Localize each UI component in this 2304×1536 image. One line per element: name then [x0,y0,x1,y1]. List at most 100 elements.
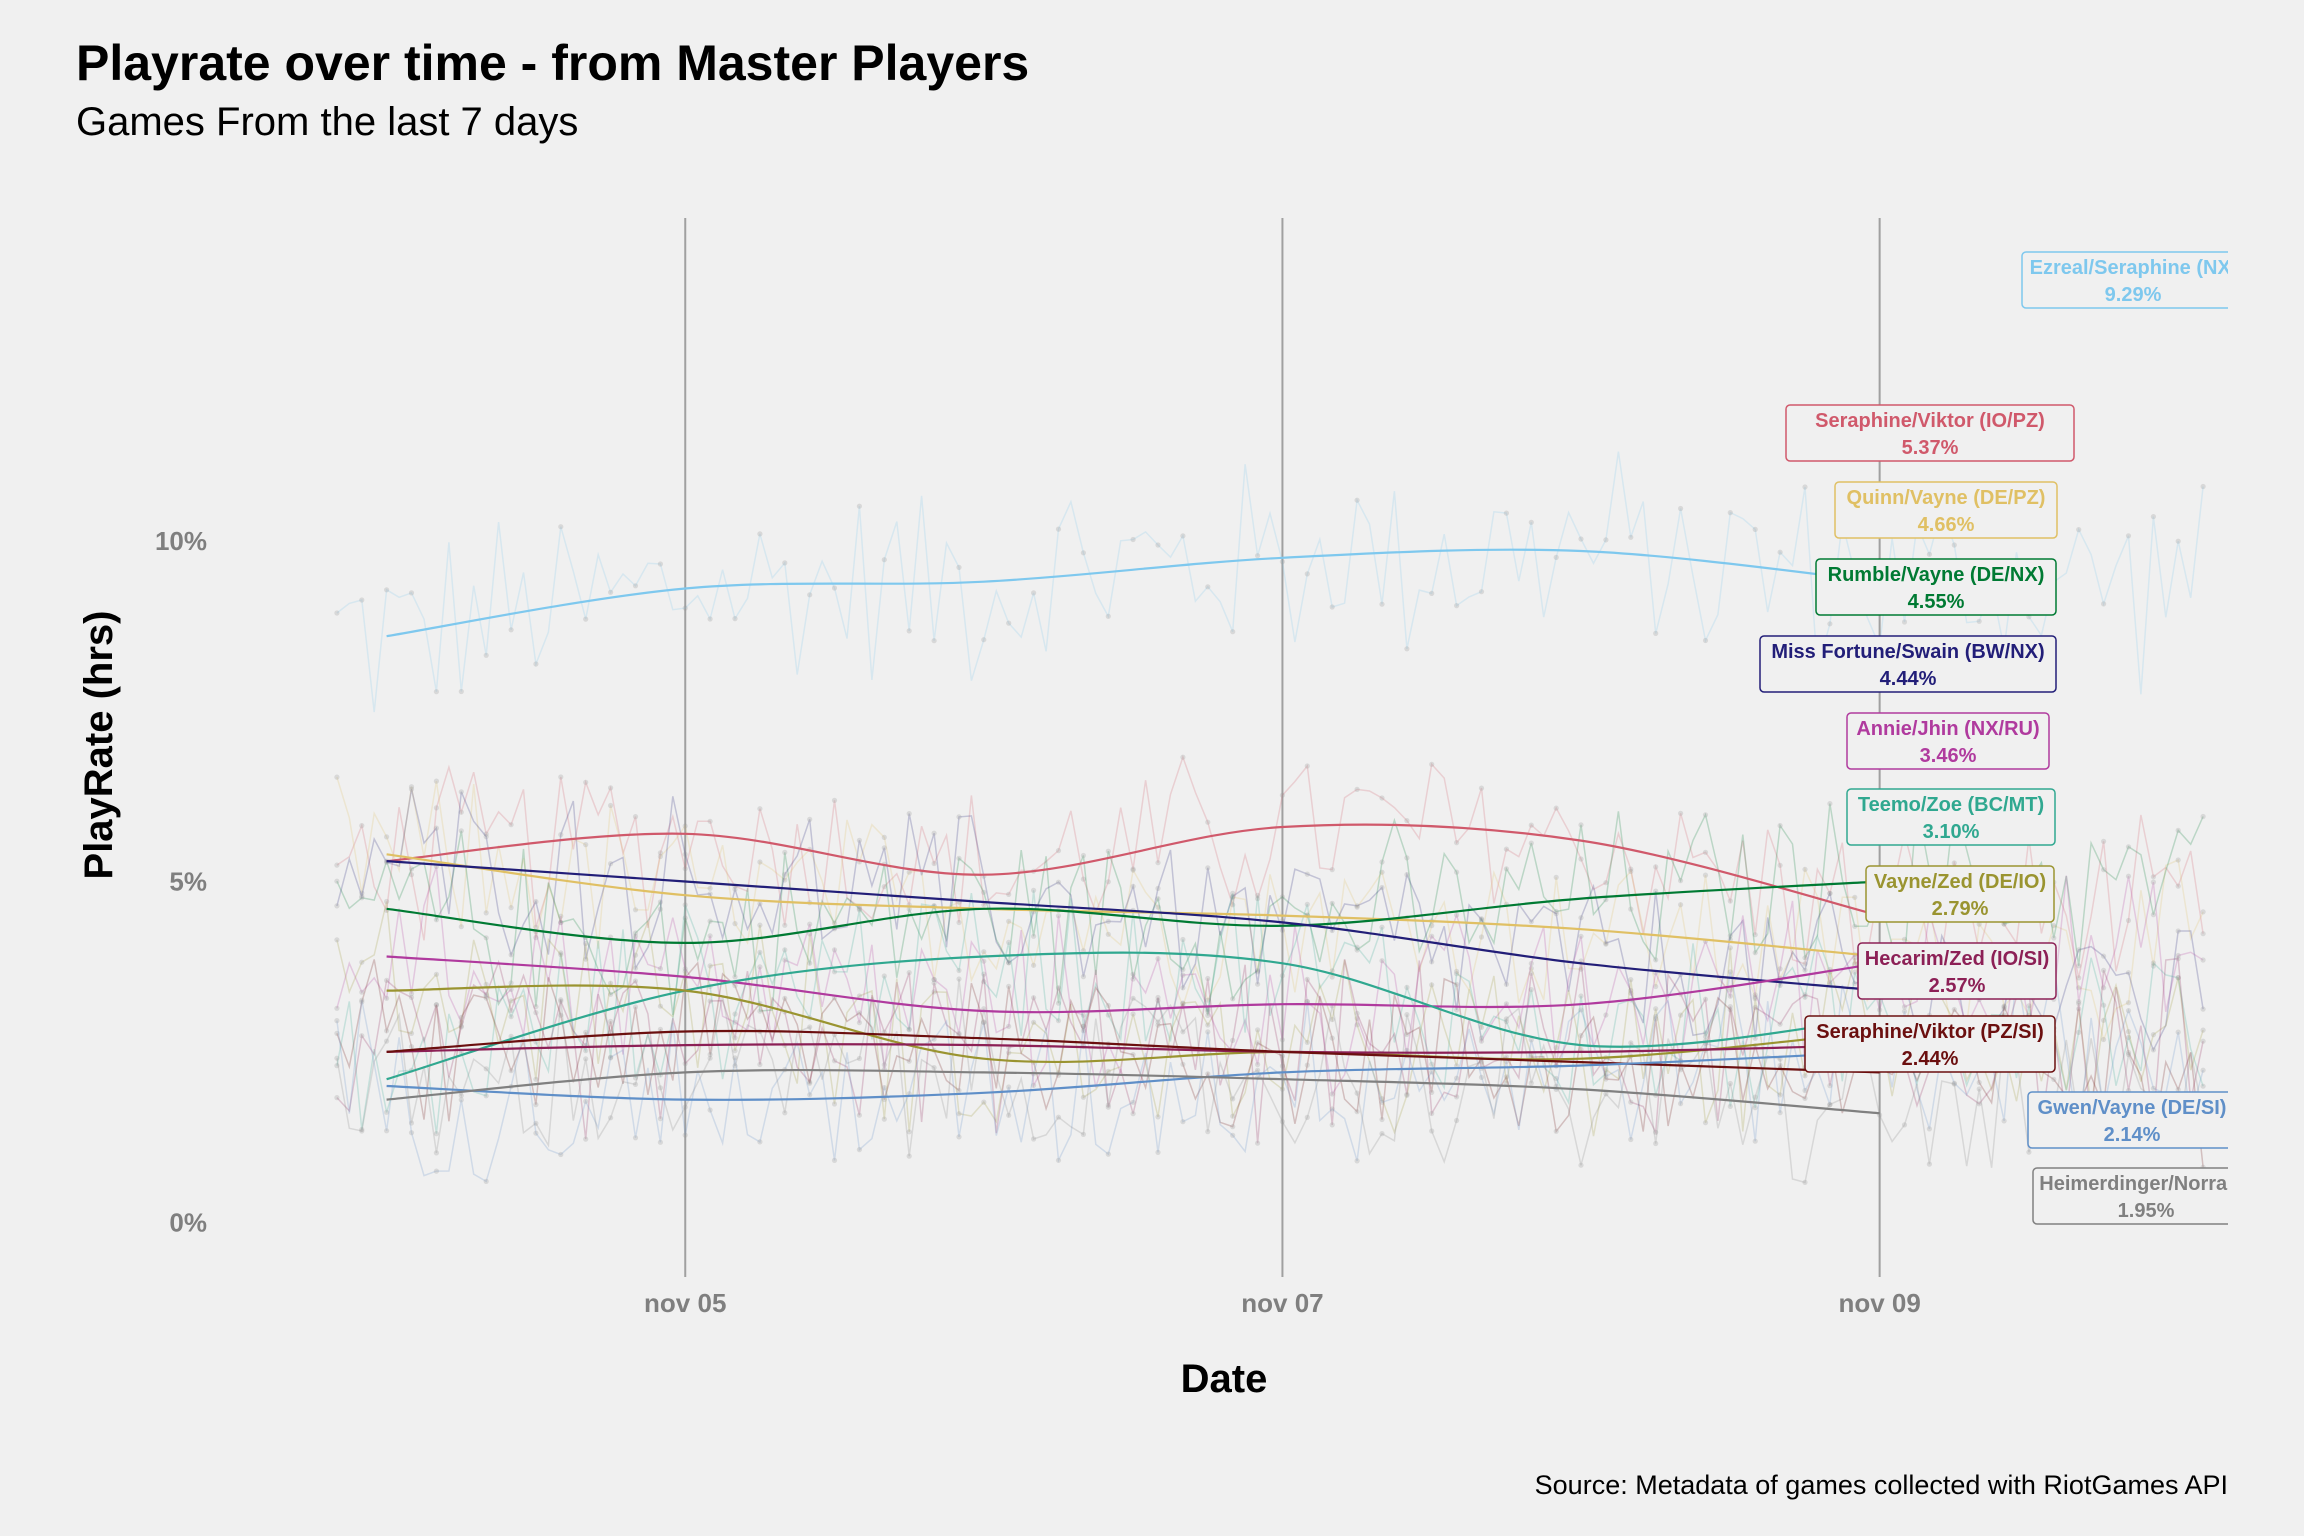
raw-point [1628,977,1634,983]
raw-point [1503,1001,1509,1007]
x-tick-label: nov 05 [644,1288,726,1318]
raw-point [1603,897,1609,903]
raw-point [1329,968,1335,974]
raw-point [732,1011,738,1017]
raw-point [1130,1111,1136,1117]
raw-point [1404,1091,1410,1097]
raw-point [981,958,987,964]
raw-point [1205,584,1211,590]
raw-point [1653,630,1659,637]
trend-line [386,1050,1880,1101]
raw-point [2101,967,2107,973]
raw-point [433,805,439,811]
raw-point [1478,1059,1485,1065]
raw-point [1603,1076,1609,1082]
raw-point [856,503,863,509]
raw-point [1528,519,1534,525]
raw-point [1901,1008,1908,1014]
raw-point [608,991,614,997]
raw-point [1155,885,1161,892]
raw-point [2150,963,2156,969]
raw-point [632,930,639,936]
raw-point [1404,855,1410,861]
raw-point [1628,906,1634,912]
series-label-box [1834,481,2058,539]
series-label-box [1759,635,2057,693]
raw-point [1205,975,1211,982]
trend-line [386,860,1880,992]
series-label: Miss Fortune/Swain (BW/NX) 4.44% [1759,635,2057,693]
trend-line [386,984,1880,1064]
raw-point [2175,827,2181,834]
raw-point [1752,996,1758,1002]
raw-point [2076,1029,2082,1035]
raw-point [483,1178,489,1184]
raw-point [1553,554,1559,561]
raw-point [906,1026,912,1032]
axes: nov 05 nov 07 nov 09 0% 5% 10% [155,526,1921,1318]
trend-lines [386,548,1880,1115]
raw-point [1528,1037,1534,1043]
raw-point [1578,915,1584,921]
raw-point [1553,1075,1559,1082]
raw-point [1429,1110,1435,1117]
raw-point [1379,1099,1385,1105]
raw-point [458,1014,464,1020]
raw-point [1230,894,1236,900]
raw-point [782,877,788,883]
raw-point [1105,1012,1111,1018]
raw-point [1727,1007,1733,1013]
raw-point [1752,932,1758,938]
raw-point [1777,982,1783,989]
raw-point [1180,936,1186,943]
raw-point [334,903,340,909]
raw-point [931,1065,937,1071]
raw-point [1628,1136,1634,1143]
series-label-value: 2.79% [1932,898,1989,920]
raw-point [1702,812,1709,818]
raw-point [1279,927,1285,933]
raw-point [981,979,987,985]
raw-point [1678,505,1684,512]
raw-point [2125,1029,2132,1035]
raw-point [1379,924,1385,930]
raw-point [1105,1102,1111,1108]
series-label: Teemo/Zoe (BC/MT) 3.10% [1846,788,2056,846]
raw-point [1454,869,1460,875]
raw-point [2150,1085,2156,1091]
raw-point [1031,1136,1037,1142]
raw-point [483,1066,489,1072]
raw-point [1727,509,1733,516]
raw-point [583,779,589,785]
raw-point [1802,866,1808,872]
raw-point [2150,514,2156,520]
raw-point [1055,526,1062,532]
raw-point [1105,1104,1111,1110]
raw-point [1354,1015,1360,1021]
series-label-value: 4.55% [1908,591,1965,613]
series-label: Seraphine/Viktor (IO/PZ) 5.37% [1785,404,2075,462]
raw-point [831,585,838,591]
raw-point [1205,1012,1211,1019]
trend-line [386,951,1880,1081]
raw-point [1901,1004,1908,1010]
raw-point [1877,1007,1883,1013]
raw-point [1205,1007,1211,1013]
raw-point [1279,1063,1285,1069]
raw-point [1080,852,1086,859]
raw-point [881,557,887,563]
raw-point [632,978,639,984]
raw-point [2076,947,2082,953]
raw-point [1105,918,1111,925]
raw-point [657,1139,664,1145]
series-label-name: Rumble/Vayne (DE/NX) [1828,564,2045,586]
raw-point [657,1003,664,1009]
raw-point [1503,510,1509,516]
raw-point [1777,966,1783,972]
raw-point [757,949,763,955]
raw-point [707,1051,713,1058]
raw-point [1603,1073,1609,1080]
raw-point [608,802,614,809]
raw-point [1653,1013,1659,1020]
raw-point [1255,981,1261,987]
